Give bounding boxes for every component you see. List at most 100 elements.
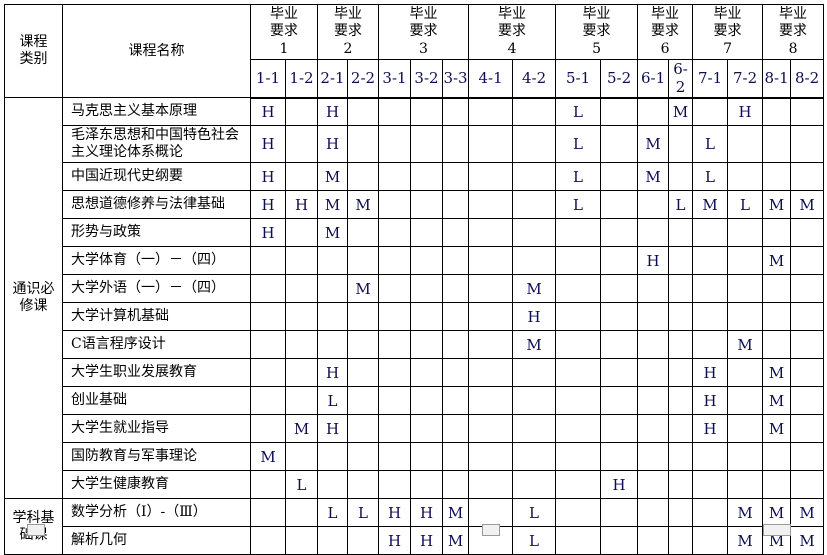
requirement-group-header: 毕业 要求 4 bbox=[468, 4, 557, 60]
grade-cell bbox=[668, 330, 694, 360]
grade-cell bbox=[600, 414, 639, 444]
table-header: 课程 类别 课程名称 毕业 要求 1 毕业 要求 2 毕业 要求 3 毕业 要求 4 毕业 … bbox=[4, 3, 825, 99]
course-name-cell: 思想道德修养与法律基础 bbox=[62, 190, 251, 220]
grade-cell bbox=[468, 190, 514, 220]
grade-cell bbox=[250, 274, 286, 304]
grade-cell bbox=[668, 218, 694, 248]
grade-cell bbox=[441, 386, 470, 416]
sub-code-header: 2-2 bbox=[347, 58, 379, 99]
grade-cell bbox=[555, 274, 602, 304]
grade-cell bbox=[410, 218, 443, 248]
grade-cell bbox=[637, 442, 670, 472]
grade-cell bbox=[668, 302, 694, 332]
grade-cell bbox=[347, 162, 379, 192]
grade-cell bbox=[762, 302, 792, 332]
grade-cell: M bbox=[317, 190, 348, 220]
course-name-cell: C语言程序设计 bbox=[62, 330, 251, 360]
sub-code-header: 7-2 bbox=[727, 58, 764, 99]
course-name-cell: 大学生健康教育 bbox=[62, 470, 251, 500]
grade-cell: H bbox=[512, 302, 557, 332]
grade-cell bbox=[317, 330, 348, 360]
grade-cell bbox=[441, 125, 470, 164]
selection-handle[interactable] bbox=[763, 524, 791, 536]
selection-handle[interactable] bbox=[27, 524, 45, 536]
grade-cell: H bbox=[250, 218, 286, 248]
grade-cell bbox=[555, 414, 602, 444]
grade-cell bbox=[317, 274, 348, 304]
grade-cell: H bbox=[692, 358, 729, 388]
grade-cell bbox=[692, 274, 729, 304]
grade-cell bbox=[410, 358, 443, 388]
sub-code-header: 7-1 bbox=[692, 58, 729, 99]
grade-cell: M bbox=[790, 526, 825, 555]
course-name-cell: 数学分析（I）-（Ⅲ） bbox=[62, 498, 251, 528]
grade-cell bbox=[600, 386, 639, 416]
selection-handle[interactable] bbox=[482, 524, 500, 536]
requirement-group-header: 毕业 要求 3 bbox=[377, 4, 470, 60]
grade-cell bbox=[790, 386, 825, 416]
sub-code-header: 3-1 bbox=[378, 58, 411, 99]
grade-cell bbox=[555, 358, 602, 388]
grade-cell bbox=[410, 190, 443, 220]
grade-cell bbox=[441, 246, 470, 276]
grade-cell bbox=[250, 414, 286, 444]
grade-cell bbox=[790, 97, 825, 127]
sub-code-header: 1-1 bbox=[250, 58, 286, 99]
grade-cell bbox=[637, 386, 670, 416]
grade-cell bbox=[762, 125, 792, 164]
grade-cell bbox=[250, 386, 286, 416]
grade-cell: L bbox=[512, 526, 557, 555]
grade-cell bbox=[762, 330, 792, 360]
grade-cell bbox=[668, 526, 694, 555]
grade-cell bbox=[378, 125, 411, 164]
grade-cell bbox=[555, 470, 602, 500]
grade-cell: L bbox=[317, 498, 348, 528]
table-row: 中国近现代史纲要 H M L M L bbox=[5, 162, 825, 192]
grade-cell: L bbox=[555, 162, 602, 192]
grade-cell bbox=[727, 302, 764, 332]
grade-cell bbox=[692, 330, 729, 360]
grade-cell bbox=[410, 442, 443, 472]
grade-cell bbox=[790, 470, 825, 500]
grade-cell bbox=[410, 302, 443, 332]
grade-cell bbox=[692, 498, 729, 528]
grade-cell bbox=[668, 246, 694, 276]
grade-cell: M bbox=[790, 190, 825, 220]
sub-code-header: 3-3 bbox=[441, 58, 470, 99]
grade-cell: M bbox=[790, 498, 825, 528]
requirement-group-header: 毕业 要求 2 bbox=[317, 4, 379, 60]
grade-cell: H bbox=[410, 498, 443, 528]
grade-cell: M bbox=[692, 190, 729, 220]
category-cell: 通识必 修课 bbox=[4, 97, 63, 500]
grade-cell bbox=[347, 330, 379, 360]
sub-code-row: 1-1 1-2 2-1 2-2 3-1 3-2 3-3 4-1 4-2 5-1 5-2 6-1 6-2 7… bbox=[5, 58, 825, 99]
grade-cell bbox=[790, 302, 825, 332]
table-row: 创业基础 L H M bbox=[5, 386, 825, 416]
grade-cell bbox=[468, 498, 514, 528]
grade-cell bbox=[692, 246, 729, 276]
table-row: 解析几何 H H M L M M M bbox=[5, 526, 825, 555]
grade-cell bbox=[727, 386, 764, 416]
grade-cell bbox=[285, 97, 318, 127]
grade-cell: L bbox=[668, 190, 694, 220]
course-name-cell: 创业基础 bbox=[62, 386, 251, 416]
grade-cell bbox=[410, 414, 443, 444]
grade-cell bbox=[285, 498, 318, 528]
grade-cell bbox=[512, 218, 557, 248]
grade-cell bbox=[762, 442, 792, 472]
table-row: 大学外语（一）－（四） M M bbox=[5, 274, 825, 304]
grade-cell bbox=[727, 246, 764, 276]
grade-cell bbox=[692, 218, 729, 248]
grade-cell bbox=[468, 442, 514, 472]
grade-cell bbox=[512, 358, 557, 388]
grade-cell bbox=[637, 498, 670, 528]
grade-cell: M bbox=[668, 97, 694, 127]
grade-cell bbox=[468, 470, 514, 500]
grade-cell bbox=[378, 274, 411, 304]
table-row: 大学生健康教育 L H bbox=[5, 470, 825, 500]
grade-cell bbox=[637, 526, 670, 555]
table-row: 大学生职业发展教育 H H M bbox=[5, 358, 825, 388]
grade-cell bbox=[468, 162, 514, 192]
grade-cell bbox=[441, 302, 470, 332]
grade-cell bbox=[410, 246, 443, 276]
